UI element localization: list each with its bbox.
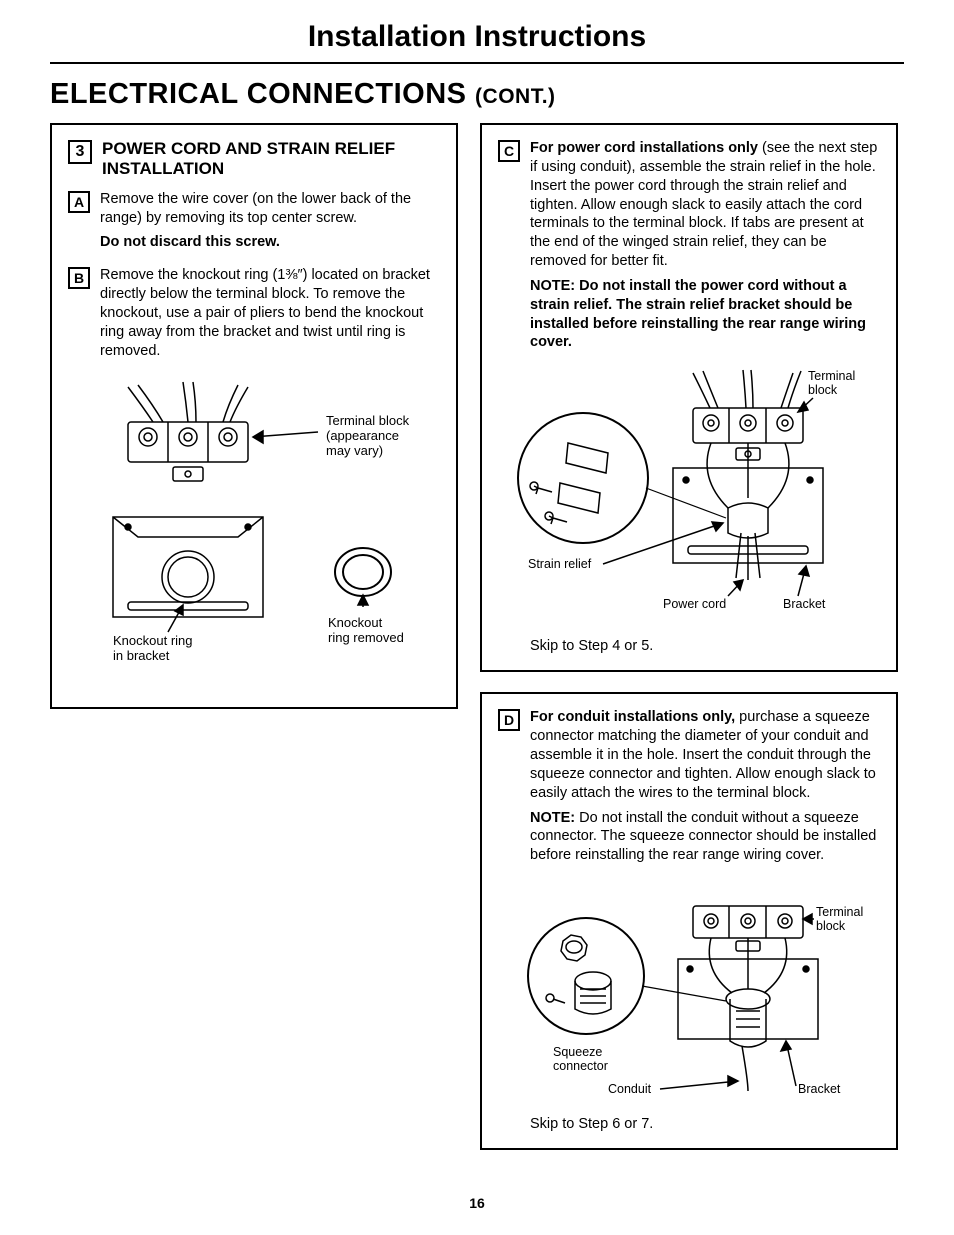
- left-column: 3 POWER CORD AND STRAIN RELIEF INSTALLAT…: [50, 123, 458, 1150]
- label-knockout-in: Knockout ringin bracket: [113, 633, 193, 663]
- label-d-terminal: Terminalblock: [816, 905, 863, 933]
- section-heading-cont: (CONT.): [475, 85, 556, 108]
- figure-knockout: Terminal block(appearancemay vary): [68, 377, 440, 687]
- substep-c-rest: (see the next step if using conduit), as…: [530, 140, 877, 269]
- substep-a-body: Remove the wire cover (on the lower back…: [100, 190, 440, 259]
- panel-step3: 3 POWER CORD AND STRAIN RELIEF INSTALLAT…: [50, 123, 458, 709]
- page-title: Installation Instructions: [50, 20, 904, 54]
- figure-strain-relief: Terminalblock Strain relief Power cord: [498, 368, 880, 628]
- two-column-layout: 3 POWER CORD AND STRAIN RELIEF INSTALLAT…: [50, 123, 904, 1150]
- figure-knockout-svg: Terminal block(appearancemay vary): [68, 377, 440, 687]
- figure-conduit: Terminalblock Squeezeconnector Conduit B…: [498, 881, 880, 1106]
- substep-d-letter: D: [498, 709, 520, 731]
- step3-header: 3 POWER CORD AND STRAIN RELIEF INSTALLAT…: [68, 139, 440, 180]
- substep-a: A Remove the wire cover (on the lower ba…: [68, 190, 440, 259]
- label-knockout-removed: Knockoutring removed: [328, 615, 404, 645]
- figure-strain-relief-svg: Terminalblock Strain relief Power cord: [498, 368, 880, 628]
- label-d-squeeze: Squeezeconnector: [553, 1045, 608, 1073]
- substep-d-note-text: Do not install the conduit without a squ…: [530, 810, 876, 864]
- substep-d-lead: For conduit installations only,: [530, 709, 735, 725]
- substep-a-bold: Do not discard this screw.: [100, 233, 440, 252]
- substep-b-body: Remove the knockout ring (1⅜″) located o…: [100, 266, 440, 366]
- substep-a-letter: A: [68, 191, 90, 213]
- substep-d-text: For conduit installations only, purchase…: [530, 708, 880, 802]
- divider: [50, 62, 904, 64]
- substep-c-letter: C: [498, 140, 520, 162]
- panel-step-d: D For conduit installations only, purcha…: [480, 692, 898, 1150]
- skip-d: Skip to Step 6 or 7.: [530, 1116, 880, 1132]
- substep-b-text: Remove the knockout ring (1⅜″) located o…: [100, 266, 440, 360]
- label-c-bracket: Bracket: [783, 597, 826, 611]
- skip-c: Skip to Step 4 or 5.: [530, 638, 880, 654]
- right-column: C For power cord installations only (see…: [480, 123, 898, 1150]
- panel-step-c: C For power cord installations only (see…: [480, 123, 898, 672]
- label-c-power: Power cord: [663, 597, 726, 611]
- section-heading-main: ELECTRICAL CONNECTIONS: [50, 78, 466, 110]
- substep-d-note: NOTE: Do not install the conduit without…: [530, 809, 880, 866]
- substep-c-note: NOTE: Do not install the power cord with…: [530, 277, 880, 352]
- page-number: 16: [469, 1195, 485, 1211]
- label-terminal-block: Terminal block(appearancemay vary): [326, 413, 410, 458]
- substep-b-letter: B: [68, 267, 90, 289]
- substep-c: C For power cord installations only (see…: [498, 139, 880, 358]
- step3-number-box: 3: [68, 140, 92, 164]
- step3-title: POWER CORD AND STRAIN RELIEF INSTALLATIO…: [102, 139, 440, 180]
- label-c-strain: Strain relief: [528, 557, 592, 571]
- substep-a-text: Remove the wire cover (on the lower back…: [100, 190, 440, 228]
- substep-c-text: For power cord installations only (see t…: [530, 139, 880, 271]
- substep-b: B Remove the knockout ring (1⅜″) located…: [68, 266, 440, 366]
- substep-c-body: For power cord installations only (see t…: [530, 139, 880, 358]
- figure-conduit-svg: Terminalblock Squeezeconnector Conduit B…: [498, 881, 880, 1106]
- section-heading: ELECTRICAL CONNECTIONS (CONT.): [50, 78, 904, 111]
- label-d-conduit: Conduit: [608, 1082, 652, 1096]
- substep-d-note-bold: NOTE:: [530, 810, 575, 826]
- substep-d: D For conduit installations only, purcha…: [498, 708, 880, 871]
- substep-c-lead: For power cord installations only: [530, 140, 758, 156]
- substep-d-body: For conduit installations only, purchase…: [530, 708, 880, 871]
- label-c-terminal: Terminalblock: [808, 369, 855, 397]
- label-d-bracket: Bracket: [798, 1082, 841, 1096]
